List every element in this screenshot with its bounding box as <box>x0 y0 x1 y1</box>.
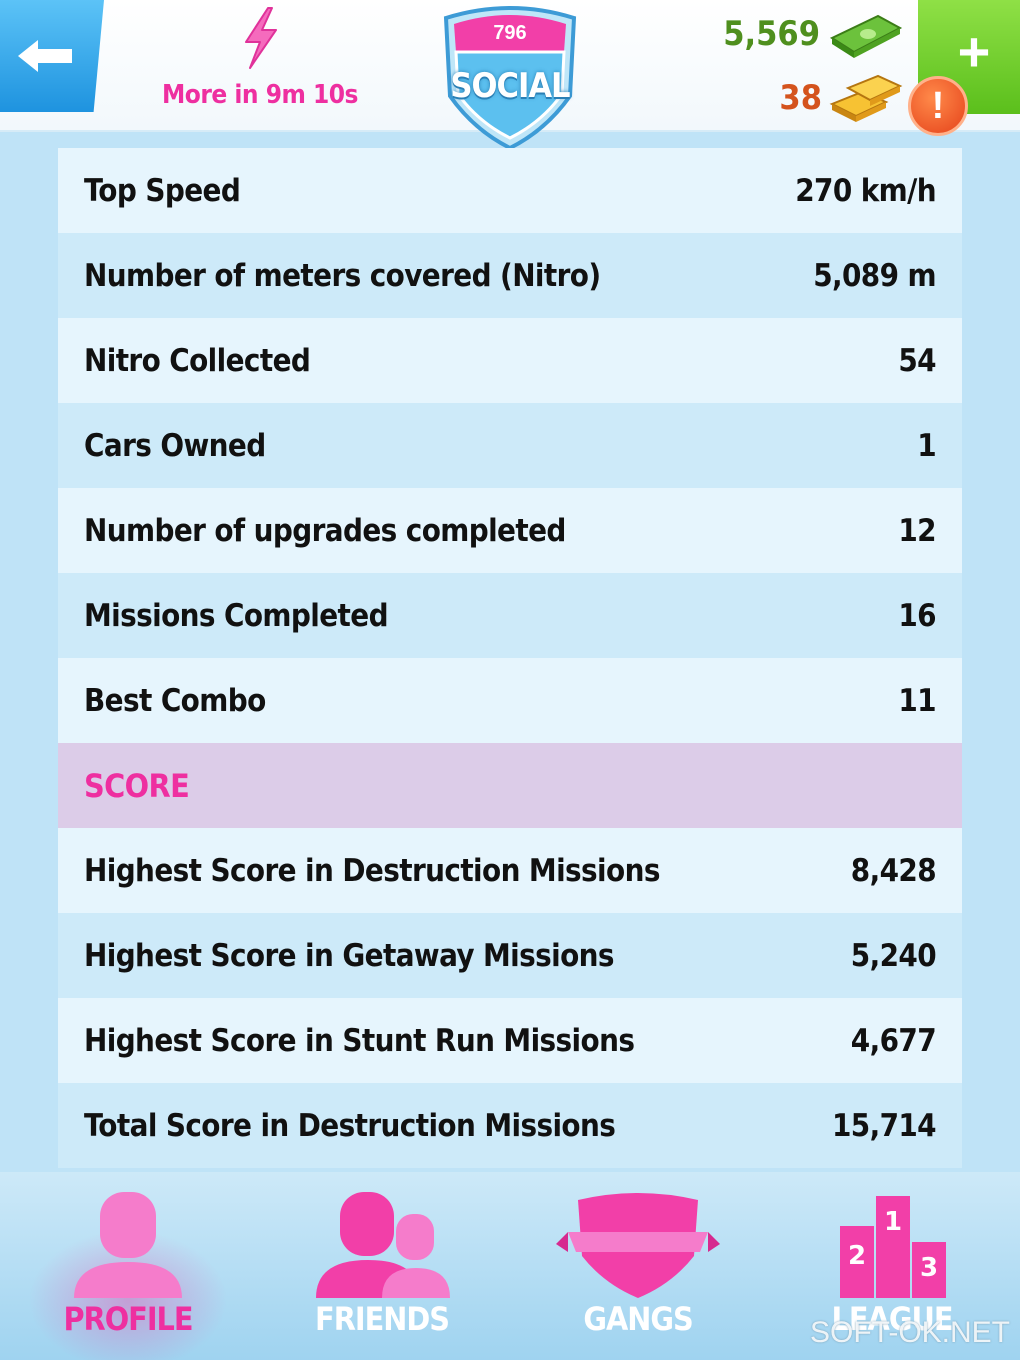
podium-icon: 1 2 3 <box>840 1196 946 1298</box>
stat-value: 270 km/h <box>795 172 936 209</box>
stat-value: 8,428 <box>850 852 937 889</box>
back-button[interactable] <box>0 0 104 112</box>
stat-value: 4,677 <box>850 1022 937 1059</box>
stat-row-cars-owned: Cars Owned 1 <box>58 403 962 488</box>
top-bar: More in 9m 10s 796 SOCIAL 5,569 38 + ! <box>0 0 1020 151</box>
tab-gangs-label: GANGS <box>583 1300 693 1338</box>
stat-label: Number of upgrades completed <box>84 512 566 549</box>
stat-row-missions: Missions Completed 16 <box>58 573 962 658</box>
social-label: SOCIAL <box>450 66 570 106</box>
section-heading: SCORE <box>84 766 190 805</box>
stat-value: 5,240 <box>850 937 937 974</box>
social-shield-badge[interactable]: 796 SOCIAL <box>436 4 584 152</box>
stat-row-upgrades: Number of upgrades completed 12 <box>58 488 962 573</box>
gold-amount: 38 <box>779 78 822 118</box>
stat-value: 54 <box>898 342 936 379</box>
cash-stack-icon <box>829 14 903 58</box>
plus-icon: + <box>957 20 991 83</box>
stats-list[interactable]: Top Speed 270 km/h Number of meters cove… <box>58 148 962 1170</box>
stat-label: Highest Score in Stunt Run Missions <box>84 1022 635 1059</box>
stat-value: 15,714 <box>831 1107 937 1144</box>
stat-row-top-speed: Top Speed 270 km/h <box>58 148 962 233</box>
podium-rank-1: 1 <box>884 1207 902 1237</box>
stat-row-best-combo: Best Combo 11 <box>58 658 962 743</box>
level-number: 796 <box>493 22 527 44</box>
score-section-header: SCORE <box>58 743 962 828</box>
friends-icon <box>316 1192 450 1298</box>
stat-label: Best Combo <box>84 682 266 719</box>
tab-league-label: LEAGUE <box>831 1300 954 1338</box>
stat-row-nitro-meters: Number of meters covered (Nitro) 5,089 m <box>58 233 962 318</box>
tab-friends-label: FRIENDS <box>315 1300 450 1338</box>
profile-icon <box>74 1192 182 1298</box>
gold-bars-icon <box>829 74 903 122</box>
stat-label: Total Score in Destruction Missions <box>84 1107 616 1144</box>
energy-timer: More in 9m 10s <box>162 80 358 110</box>
stat-label: Missions Completed <box>84 597 389 634</box>
stat-label: Number of meters covered (Nitro) <box>84 257 601 294</box>
score-row-stunt-high: Highest Score in Stunt Run Missions 4,67… <box>58 998 962 1083</box>
arrow-left-icon <box>18 40 72 72</box>
stat-value: 5,089 m <box>813 257 936 294</box>
watermark: SOFT-OK.NET <box>809 1316 1010 1349</box>
podium-rank-3: 3 <box>920 1253 938 1283</box>
stat-label: Highest Score in Getaway Missions <box>84 937 615 974</box>
tab-friends[interactable]: FRIENDS <box>282 1172 482 1360</box>
cash-amount: 5,569 <box>723 14 820 54</box>
stat-label: Cars Owned <box>84 427 266 464</box>
podium-rank-2: 2 <box>848 1241 866 1271</box>
stat-label: Top Speed <box>84 172 241 209</box>
tab-gangs[interactable]: GANGS <box>538 1172 738 1360</box>
gangs-shield-icon <box>556 1193 720 1298</box>
score-row-destruction-high: Highest Score in Destruction Missions 8,… <box>58 828 962 913</box>
stat-label: Highest Score in Destruction Missions <box>84 852 660 889</box>
stat-value: 12 <box>898 512 936 549</box>
stat-row-nitro-collected: Nitro Collected 54 <box>58 318 962 403</box>
stat-value: 11 <box>898 682 936 719</box>
tab-profile-label: PROFILE <box>63 1300 193 1338</box>
alert-badge[interactable]: ! <box>908 76 968 136</box>
stat-value: 1 <box>917 427 936 464</box>
energy-indicator[interactable]: More in 9m 10s <box>160 6 360 116</box>
stat-label: Nitro Collected <box>84 342 311 379</box>
lightning-bolt-icon <box>245 7 277 69</box>
stat-value: 16 <box>898 597 936 634</box>
score-row-getaway-high: Highest Score in Getaway Missions 5,240 <box>58 913 962 998</box>
tab-league[interactable]: 1 2 3 LEAGUE <box>792 1172 992 1360</box>
tab-profile[interactable]: PROFILE <box>28 1172 228 1360</box>
shield-icon <box>443 6 577 151</box>
score-row-destruction-total: Total Score in Destruction Missions 15,7… <box>58 1083 962 1168</box>
